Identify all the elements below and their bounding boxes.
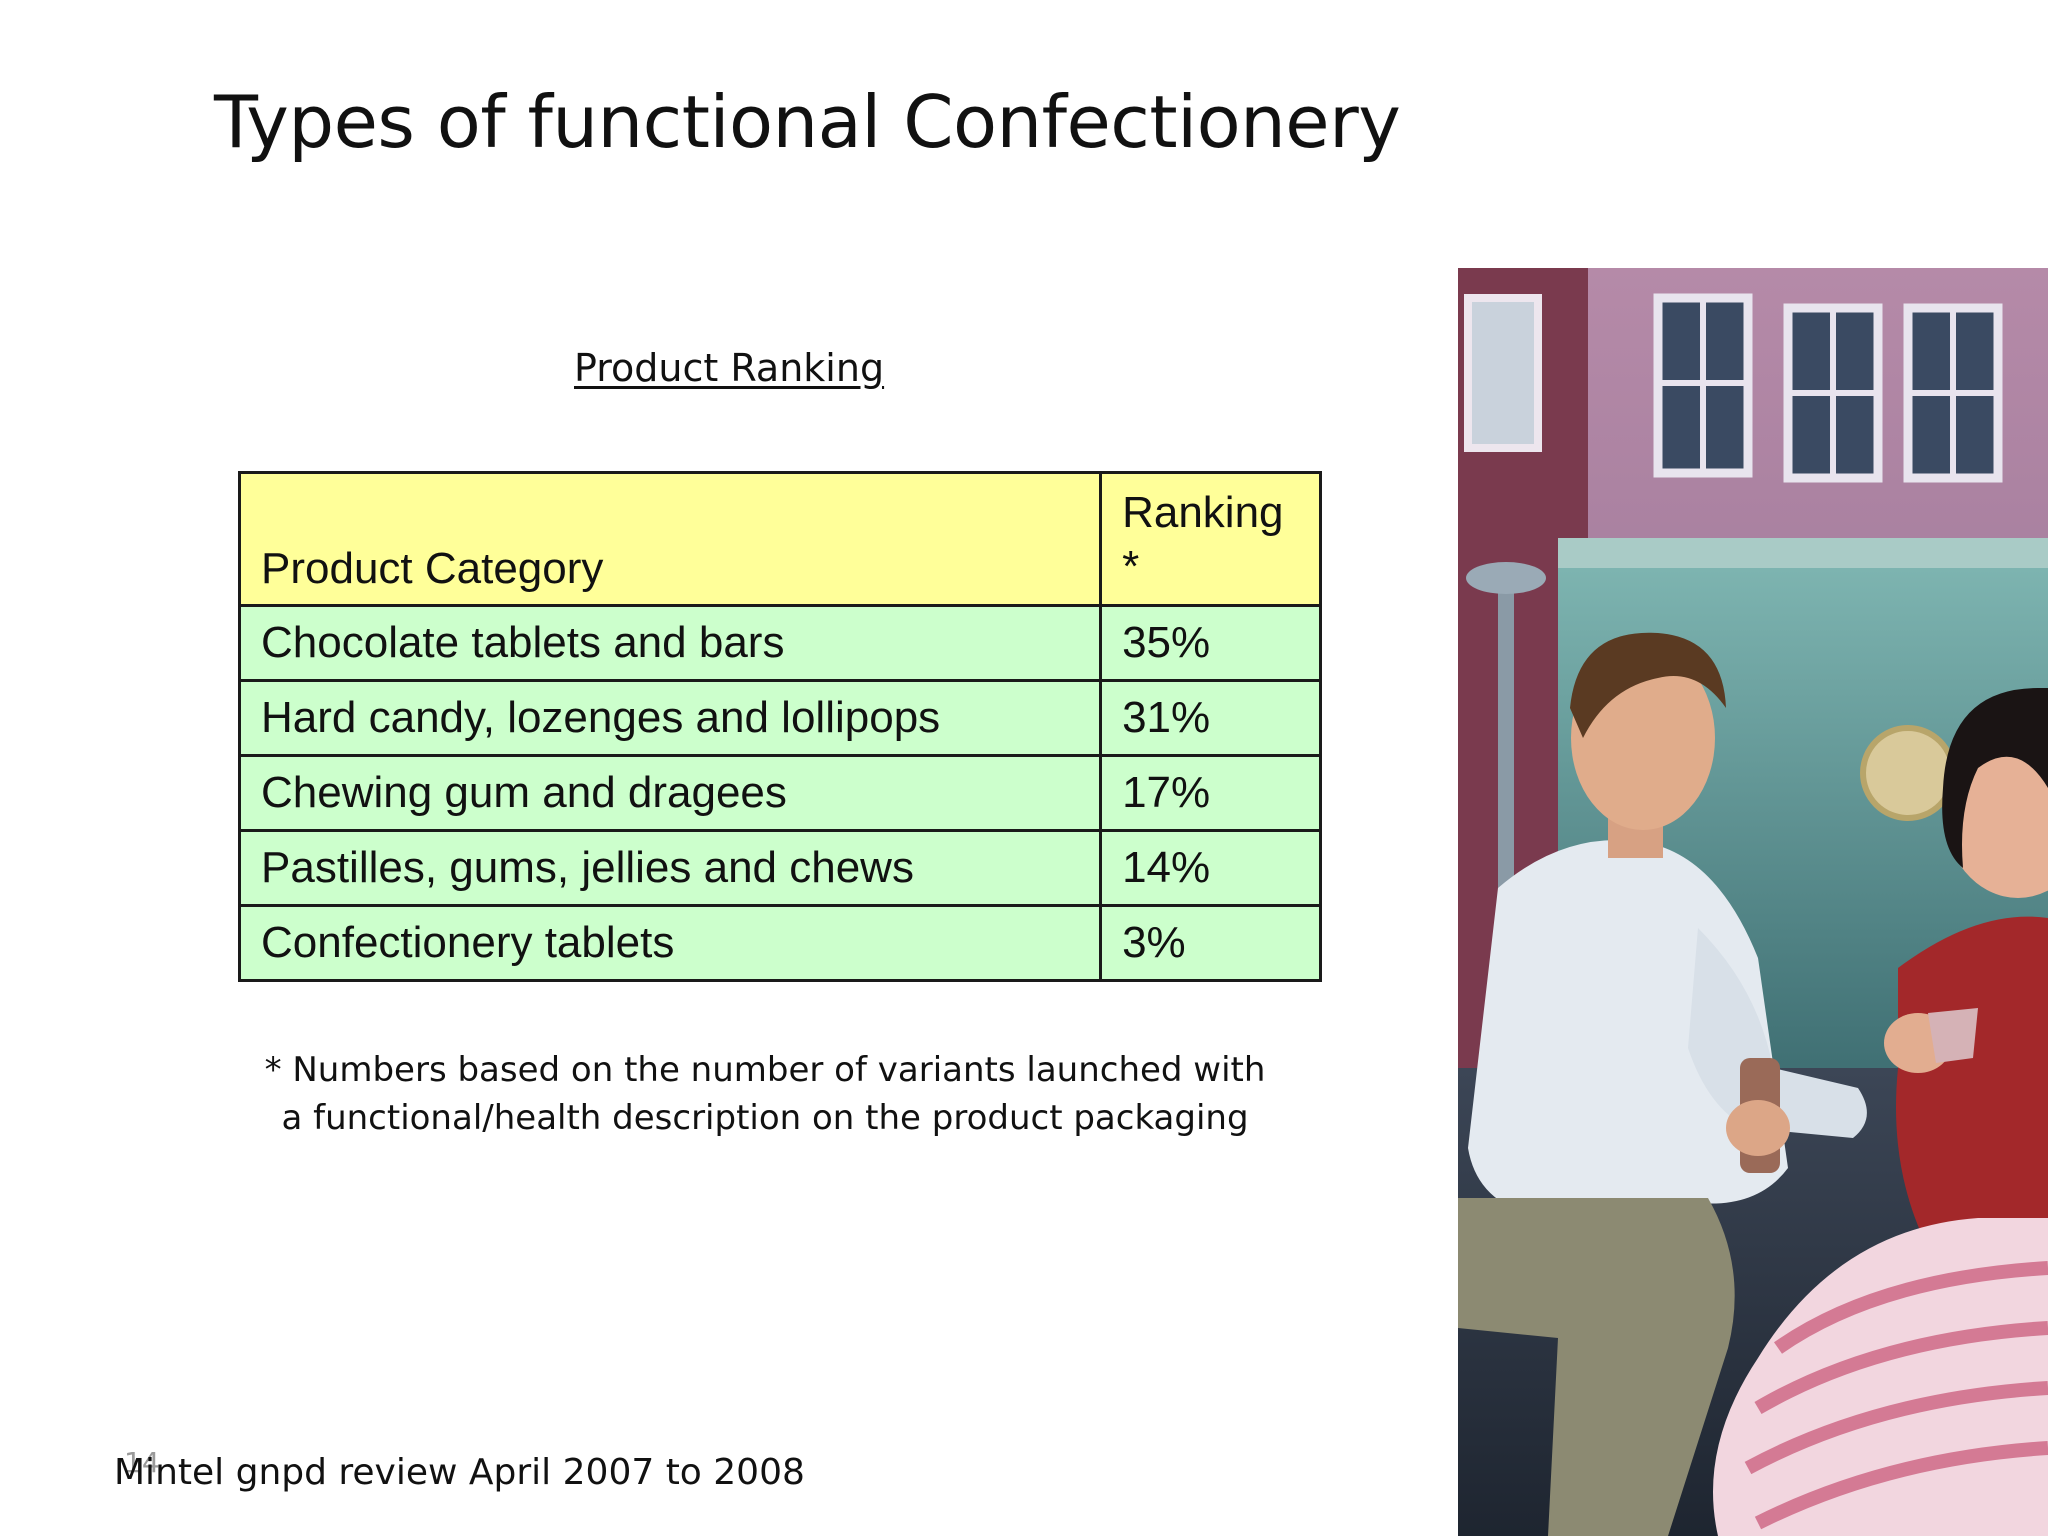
footnote-line-1: * Numbers based on the number of variant… <box>264 1050 1266 1090</box>
ranking-cell: 3% <box>1099 904 1322 982</box>
photo-illustration <box>1458 268 2048 1536</box>
category-cell: Pastilles, gums, jellies and chews <box>237 829 1103 907</box>
source-citation: Mintel gnpd review April 2007 to 2008 <box>114 1452 805 1493</box>
footnote-line-2: a functional/health description on the p… <box>281 1098 1249 1138</box>
table-header-row: Product Category Ranking * <box>237 471 1322 607</box>
ranking-cell: 14% <box>1099 829 1322 907</box>
ranking-cell: 35% <box>1099 604 1322 682</box>
category-cell: Chocolate tablets and bars <box>237 604 1103 682</box>
category-cell: Hard candy, lozenges and lollipops <box>237 679 1103 757</box>
slide-number: 14 <box>124 1446 160 1479</box>
ranking-cell: 17% <box>1099 754 1322 832</box>
header-product-category: Product Category <box>237 471 1103 607</box>
slide-title: Types of functional Confectionery <box>214 80 1401 164</box>
category-cell: Confectionery tablets <box>237 904 1103 982</box>
couple-eating-photo <box>1458 268 2048 1536</box>
table-footnote: * Numbers based on the number of variant… <box>200 1046 1330 1142</box>
header-ranking: Ranking * <box>1099 471 1322 607</box>
table-row: Hard candy, lozenges and lollipops 31% <box>237 679 1322 757</box>
category-cell: Chewing gum and dragees <box>237 754 1103 832</box>
table-row: Chewing gum and dragees 17% <box>237 754 1322 832</box>
table-row: Chocolate tablets and bars 35% <box>237 604 1322 682</box>
table-row: Confectionery tablets 3% <box>237 904 1322 982</box>
ranking-cell: 31% <box>1099 679 1322 757</box>
table-row: Pastilles, gums, jellies and chews 14% <box>237 829 1322 907</box>
table-subtitle: Product Ranking <box>574 346 885 390</box>
product-ranking-table: Product Category Ranking * Chocolate tab… <box>237 471 1322 982</box>
